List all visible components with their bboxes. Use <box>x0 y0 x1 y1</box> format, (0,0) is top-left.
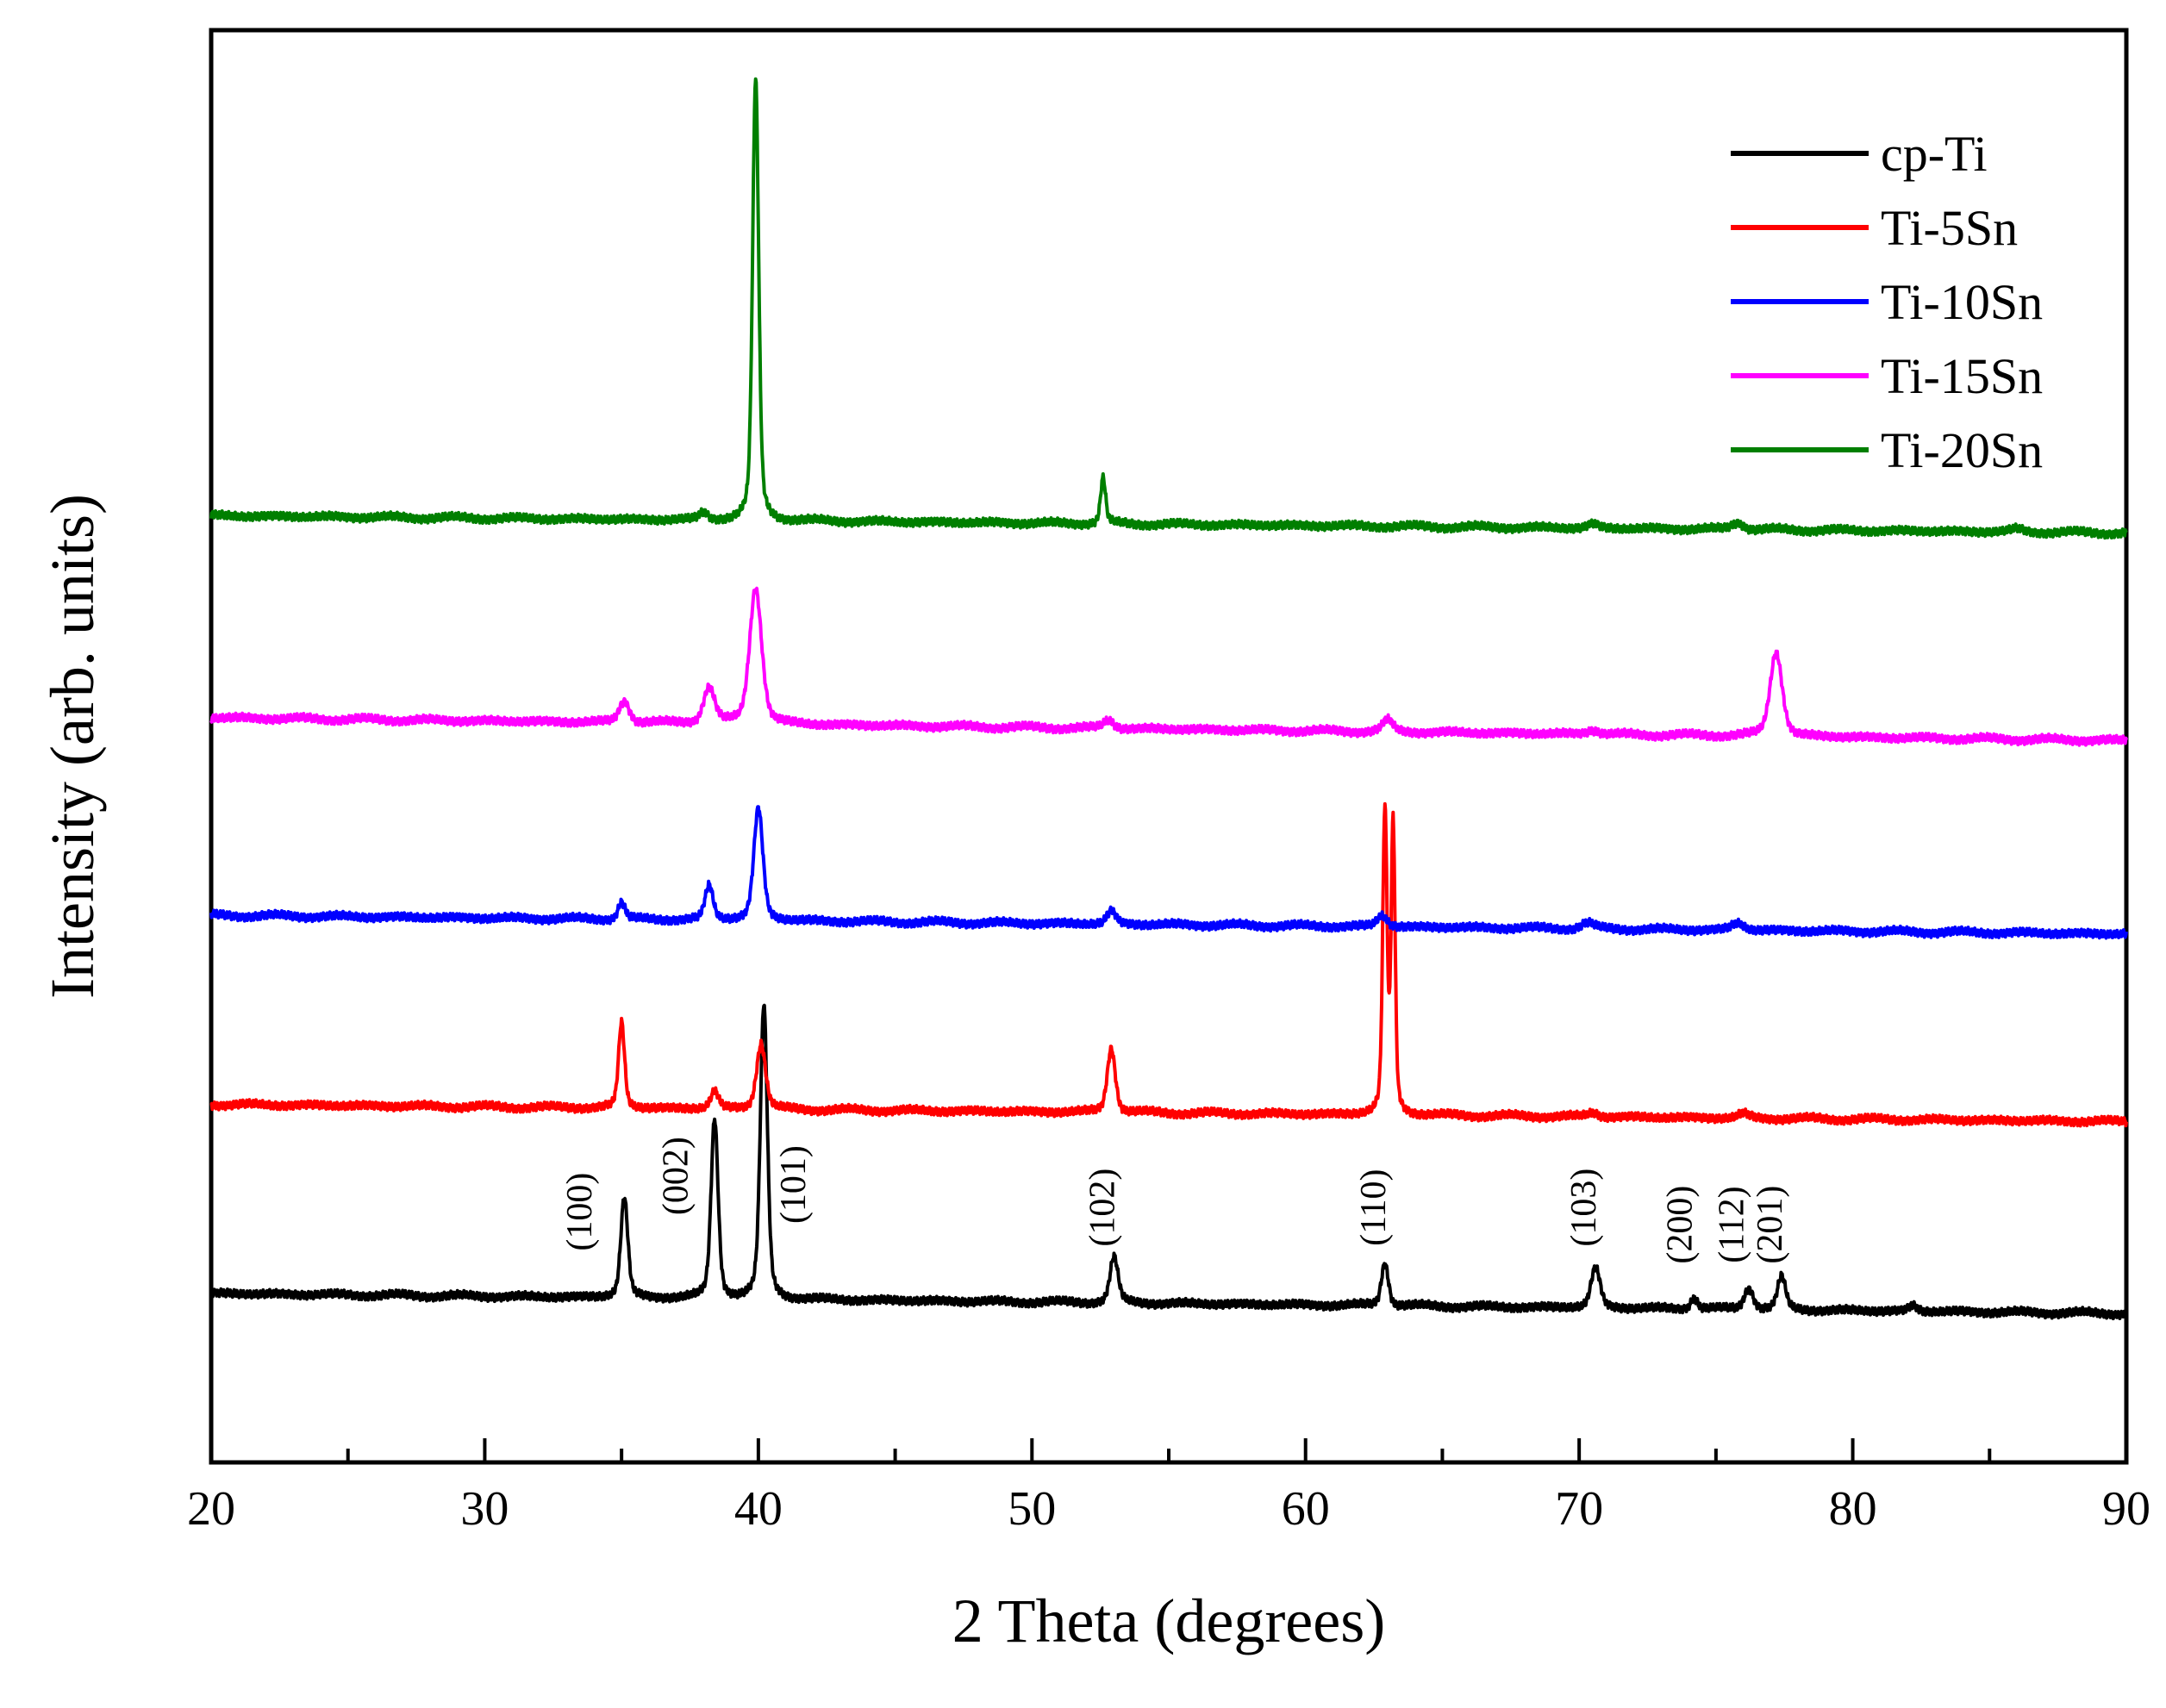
peak-label: (201) <box>1751 1186 1790 1264</box>
x-tick-label: 30 <box>460 1482 509 1536</box>
x-tick-label: 90 <box>2102 1482 2150 1536</box>
peak-label: (002) <box>656 1137 696 1215</box>
peak-label: (102) <box>1083 1169 1123 1247</box>
x-tick-label: 70 <box>1555 1482 1603 1536</box>
legend: cp-Ti Ti-5Sn Ti-10Sn Ti-15Sn Ti-20Sn <box>1731 126 2043 478</box>
series-cp-ti <box>209 1003 2128 1321</box>
x-axis-tick-labels: 20 30 40 50 60 70 80 90 <box>187 1482 2150 1536</box>
series-ti-15sn <box>209 586 2128 747</box>
x-axis-ticks <box>209 1438 2128 1462</box>
x-tick-label: 40 <box>734 1482 783 1536</box>
peak-label: (101) <box>774 1145 814 1224</box>
legend-label: cp-Ti <box>1881 126 1988 182</box>
peak-label: (110) <box>1354 1169 1394 1245</box>
legend-label: Ti-5Sn <box>1881 200 2018 256</box>
series-ti-5sn <box>209 801 2128 1128</box>
legend-label: Ti-15Sn <box>1881 348 2043 404</box>
peak-label: (100) <box>560 1173 600 1251</box>
peak-label: (200) <box>1660 1186 1700 1264</box>
series-ti-10sn <box>209 805 2128 940</box>
x-axis-title: 2 Theta (degrees) <box>952 1586 1385 1655</box>
series-lines <box>209 77 2128 1321</box>
x-tick-label: 20 <box>187 1482 235 1536</box>
legend-label: Ti-10Sn <box>1881 274 2043 330</box>
peak-label: (112) <box>1713 1186 1752 1262</box>
x-tick-label: 50 <box>1008 1482 1056 1536</box>
plot-frame <box>209 28 2129 1465</box>
legend-label: Ti-20Sn <box>1881 422 2043 478</box>
series-ti-20sn <box>209 77 2128 540</box>
x-tick-label: 60 <box>1282 1482 1330 1536</box>
peak-annotations: (100) (002) (101) (102) (110) (103) (200) (112)… <box>560 1137 1790 1263</box>
x-tick-label: 80 <box>1829 1482 1877 1536</box>
peak-label: (103) <box>1564 1169 1604 1247</box>
y-axis-title: Intensity (arb. units) <box>38 494 107 999</box>
